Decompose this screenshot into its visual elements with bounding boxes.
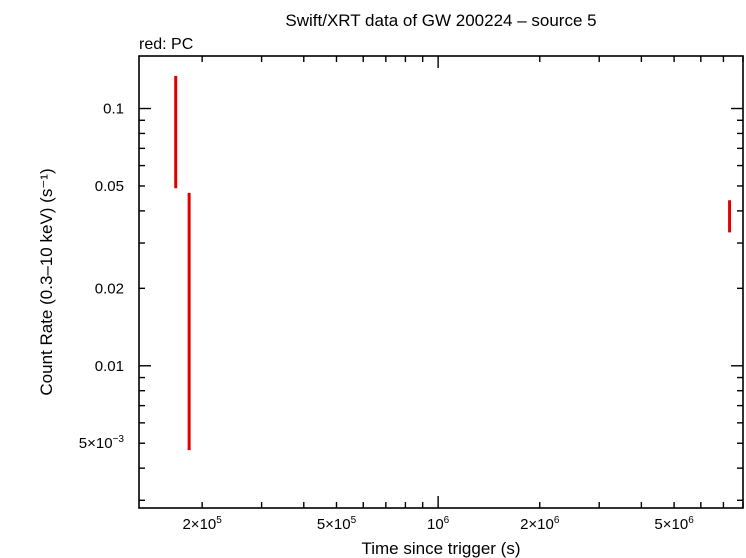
major-ticks bbox=[139, 56, 743, 508]
x-tick-exponent: 5 bbox=[351, 515, 357, 526]
y-tick-label: 5×10−3 bbox=[79, 434, 125, 452]
plot-frame bbox=[138, 55, 744, 509]
y-tick-label: 0.05 bbox=[95, 178, 124, 195]
y-tick-label: 0.1 bbox=[103, 101, 124, 118]
x-tick-mantissa: 10 bbox=[427, 516, 444, 533]
x-tick-mantissa: 2×10 bbox=[520, 516, 554, 533]
x-tick-exponent: 6 bbox=[688, 515, 694, 526]
y-tick-exponent: −3 bbox=[113, 434, 125, 445]
x-axis-label: Time since trigger (s) bbox=[361, 539, 520, 558]
x-tick-label: 106 bbox=[427, 515, 450, 533]
x-tick-label: 5×105 bbox=[317, 515, 357, 533]
y-tick-label: 0.01 bbox=[95, 358, 124, 375]
x-tick-mantissa: 2×10 bbox=[182, 516, 216, 533]
y-axis-label: Count Rate (0.3–10 keV) (s⁻¹) bbox=[37, 168, 56, 395]
y-tick-mantissa: 5×10 bbox=[79, 435, 113, 452]
chart-subtitle: red: PC bbox=[139, 36, 193, 53]
y-tick-labels: 0.1 0.05 0.02 0.01 5×10−3 bbox=[79, 101, 125, 453]
y-tick-mantissa: 0.02 bbox=[95, 280, 124, 297]
x-tick-label: 5×106 bbox=[654, 515, 694, 533]
x-tick-mantissa: 5×10 bbox=[317, 516, 351, 533]
data-marks bbox=[174, 75, 732, 451]
y-tick-label: 0.02 bbox=[95, 280, 124, 297]
x-tick-exponent: 5 bbox=[216, 515, 222, 526]
x-tick-labels: 2×105 5×105 106 2×106 5×106 bbox=[182, 515, 694, 533]
x-tick-label: 2×106 bbox=[520, 515, 560, 533]
x-tick-mantissa: 5×10 bbox=[654, 516, 688, 533]
y-tick-mantissa: 0.1 bbox=[103, 101, 124, 118]
chart-title: Swift/XRT data of GW 200224 – source 5 bbox=[285, 11, 596, 30]
y-tick-mantissa: 0.01 bbox=[95, 358, 124, 375]
x-tick-exponent: 6 bbox=[554, 515, 560, 526]
minor-ticks bbox=[139, 56, 744, 508]
x-tick-exponent: 6 bbox=[444, 515, 450, 526]
y-tick-mantissa: 0.05 bbox=[95, 178, 124, 195]
x-tick-label: 2×105 bbox=[182, 515, 222, 533]
